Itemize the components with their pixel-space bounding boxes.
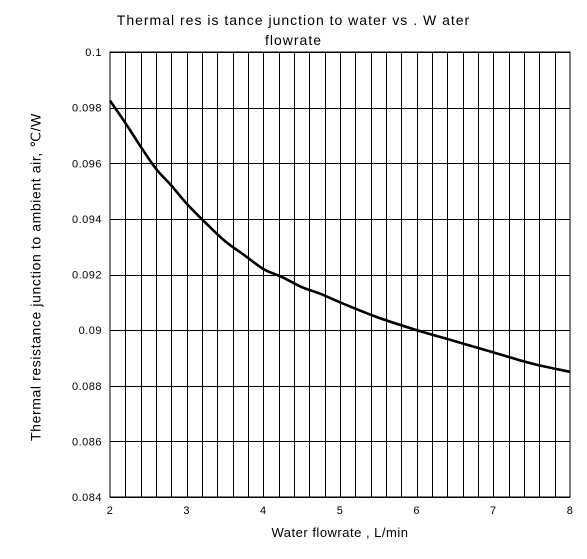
x-tick-label: 3 [183, 505, 190, 517]
grid-lines [110, 52, 570, 498]
series-line [108, 99, 571, 374]
x-tick-label: 7 [490, 505, 497, 517]
y-tick-label: 0.098 [72, 103, 102, 115]
plot-frame [109, 51, 571, 498]
x-tick-label: 5 [337, 505, 344, 517]
tick-labels: 0.084 0.086 0.088 0.09 0.092 0.094 0.096 0.098 0… [72, 47, 573, 517]
x-tick-label: 2 [107, 505, 114, 517]
y-tick-label: 0.094 [72, 214, 102, 226]
x-tick-label: 6 [413, 505, 420, 517]
y-tick-label: 0.09 [79, 325, 102, 337]
x-tick-label: 4 [260, 505, 267, 517]
y-tick-label: 0.088 [72, 381, 102, 393]
y-tick-label: 0.086 [72, 436, 102, 448]
y-tick-label: 0.096 [72, 158, 102, 170]
chart-title-line-1: Thermal res is tance junction to water v… [116, 12, 471, 28]
y-axis-label: Thermal resistance junction to ambient a… [27, 113, 44, 441]
x-tick-label: 8 [567, 505, 574, 517]
chart-title-line-2: flowrate [264, 32, 323, 48]
x-axis-label: Water flowrate , L/min [271, 525, 409, 540]
y-tick-label: 0.084 [72, 492, 102, 504]
y-tick-label: 0.1 [85, 47, 102, 59]
y-tick-label: 0.092 [72, 270, 102, 282]
